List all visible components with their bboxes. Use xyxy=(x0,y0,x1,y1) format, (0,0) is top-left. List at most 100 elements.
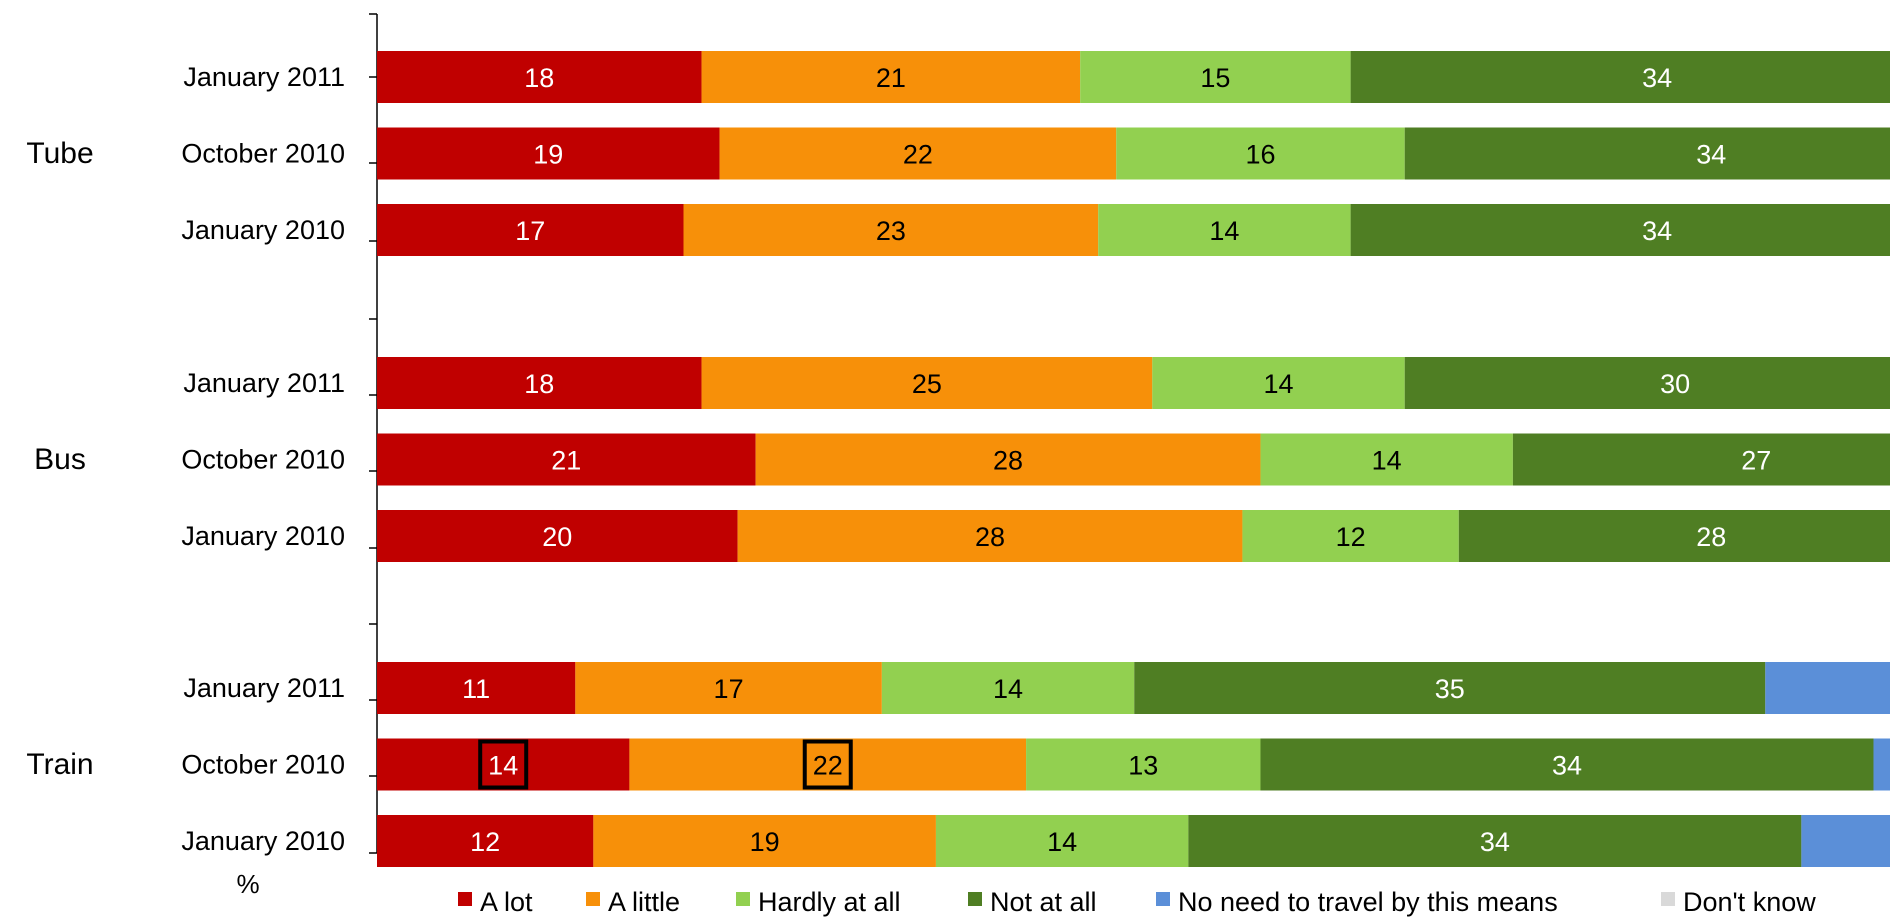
group-label-bus: Bus xyxy=(34,443,86,476)
data-label: 28 xyxy=(993,446,1023,476)
row-label: January 2011 xyxy=(183,62,345,92)
bar-segment-a-little xyxy=(737,510,1243,562)
data-label: 21 xyxy=(551,446,581,476)
data-label: 17 xyxy=(714,674,744,704)
bar-segment-no-need-to-travel-by-this-means xyxy=(1765,662,1890,714)
data-label: 28 xyxy=(975,522,1005,552)
bar-segment-no-need-to-travel-by-this-means xyxy=(1873,738,1890,791)
data-label: 14 xyxy=(488,751,518,781)
group-label-tube: Tube xyxy=(26,137,93,170)
row-label: January 2010 xyxy=(181,521,345,551)
unit-label: % xyxy=(236,869,259,899)
legend-label-don-t-know: Don't know xyxy=(1683,887,1816,917)
data-label: 11 xyxy=(462,674,490,704)
data-label: 14 xyxy=(1047,827,1077,857)
data-label: 23 xyxy=(876,216,906,246)
bar-segment-a-little xyxy=(755,433,1261,486)
legend-label-a-little: A little xyxy=(608,887,680,917)
data-label: 14 xyxy=(1263,369,1293,399)
bar-segment-hardly-at-all xyxy=(1260,433,1513,486)
bar-segment-hardly-at-all xyxy=(935,815,1189,867)
group-label-train: Train xyxy=(26,748,93,781)
labels-layer: Tube January 2011 18 21 15 34 12 October 2010 19… xyxy=(26,62,1771,857)
data-label: 12 xyxy=(470,827,500,857)
highlight-box xyxy=(478,739,529,790)
bars-layer xyxy=(377,51,1890,867)
data-label: 27 xyxy=(1741,446,1771,476)
data-label: 20 xyxy=(542,522,572,552)
row-label: January 2011 xyxy=(183,368,345,398)
bar-segment-hardly-at-all xyxy=(1080,51,1351,103)
bar-segment-a-lot xyxy=(377,204,684,256)
data-label: 15 xyxy=(1200,63,1230,93)
data-label: 17 xyxy=(515,216,545,246)
legend-label-no-need-to-travel-by-this-means: No need to travel by this means xyxy=(1178,887,1558,917)
data-label: 35 xyxy=(1435,674,1465,704)
data-label: 12 xyxy=(1336,522,1366,552)
data-label: 14 xyxy=(1372,446,1402,476)
bar-segment-hardly-at-all xyxy=(1116,127,1405,180)
legend: A lot A little Hardly at all Not at all No n… xyxy=(458,887,1816,917)
bar-segment-not-at-all xyxy=(1260,738,1874,791)
data-label: 18 xyxy=(524,369,554,399)
highlight-box xyxy=(802,739,853,790)
bar-segment-a-lot xyxy=(377,433,756,486)
row-label: October 2010 xyxy=(181,139,345,169)
bar-segment-hardly-at-all xyxy=(1026,738,1261,791)
data-label: 13 xyxy=(1128,751,1158,781)
bar-segment-hardly-at-all xyxy=(1242,510,1459,562)
row-label: January 2010 xyxy=(181,215,345,245)
bar-segment-a-little xyxy=(719,127,1117,180)
bar-segment-not-at-all xyxy=(1188,815,1802,867)
bar-segment-a-lot xyxy=(377,662,576,714)
bar-segment-a-lot xyxy=(377,738,630,791)
row-label: January 2011 xyxy=(183,673,345,703)
legend-swatch-a-lot xyxy=(458,892,472,906)
bar-segment-hardly-at-all xyxy=(1098,204,1351,256)
row-label: January 2010 xyxy=(181,826,345,856)
data-label: 34 xyxy=(1552,751,1582,781)
legend-swatch-don-t-know xyxy=(1661,892,1675,906)
bar-segment-a-lot xyxy=(377,815,594,867)
bar-segment-a-little xyxy=(701,51,1081,103)
bar-segment-not-at-all xyxy=(1458,510,1890,562)
bar-segment-not-at-all xyxy=(1404,127,1890,180)
bar-segment-not-at-all xyxy=(1350,204,1890,256)
legend-swatch-a-little xyxy=(586,892,600,906)
data-label: 22 xyxy=(813,751,843,781)
legend-swatch-no-need-to-travel-by-this-means xyxy=(1156,892,1170,906)
bar-segment-hardly-at-all xyxy=(1152,357,1405,409)
bar-segment-a-lot xyxy=(377,51,702,103)
bar-segment-a-little xyxy=(575,662,882,714)
bar-segment-a-lot xyxy=(377,357,702,409)
data-label: 25 xyxy=(912,369,942,399)
data-label: 19 xyxy=(533,140,563,170)
bar-segment-a-little xyxy=(701,357,1153,409)
axis-layer xyxy=(369,13,378,854)
bar-segment-a-little xyxy=(683,204,1099,256)
legend-label-not-at-all: Not at all xyxy=(990,887,1097,917)
bar-segment-a-lot xyxy=(377,127,720,180)
row-label: October 2010 xyxy=(181,445,345,475)
data-label: 14 xyxy=(1209,216,1239,246)
data-label: 34 xyxy=(1480,827,1510,857)
legend-label-a-lot: A lot xyxy=(480,887,533,917)
data-label: 18 xyxy=(524,63,554,93)
bar-segment-a-little xyxy=(593,815,936,867)
bar-segment-a-lot xyxy=(377,510,738,562)
data-label: 21 xyxy=(876,63,906,93)
data-label: 19 xyxy=(750,827,780,857)
data-label: 14 xyxy=(993,674,1023,704)
data-label: 34 xyxy=(1642,216,1672,246)
bar-segment-no-need-to-travel-by-this-means xyxy=(1801,815,1890,867)
data-label: 34 xyxy=(1642,63,1672,93)
bar-segment-not-at-all xyxy=(1350,51,1890,103)
legend-swatch-hardly-at-all xyxy=(736,892,750,906)
legend-swatch-not-at-all xyxy=(968,892,982,906)
bar-segment-not-at-all xyxy=(1404,357,1890,409)
row-label: October 2010 xyxy=(181,750,345,780)
data-label: 22 xyxy=(903,140,933,170)
data-label: 28 xyxy=(1696,522,1726,552)
legend-label-hardly-at-all: Hardly at all xyxy=(758,887,901,917)
